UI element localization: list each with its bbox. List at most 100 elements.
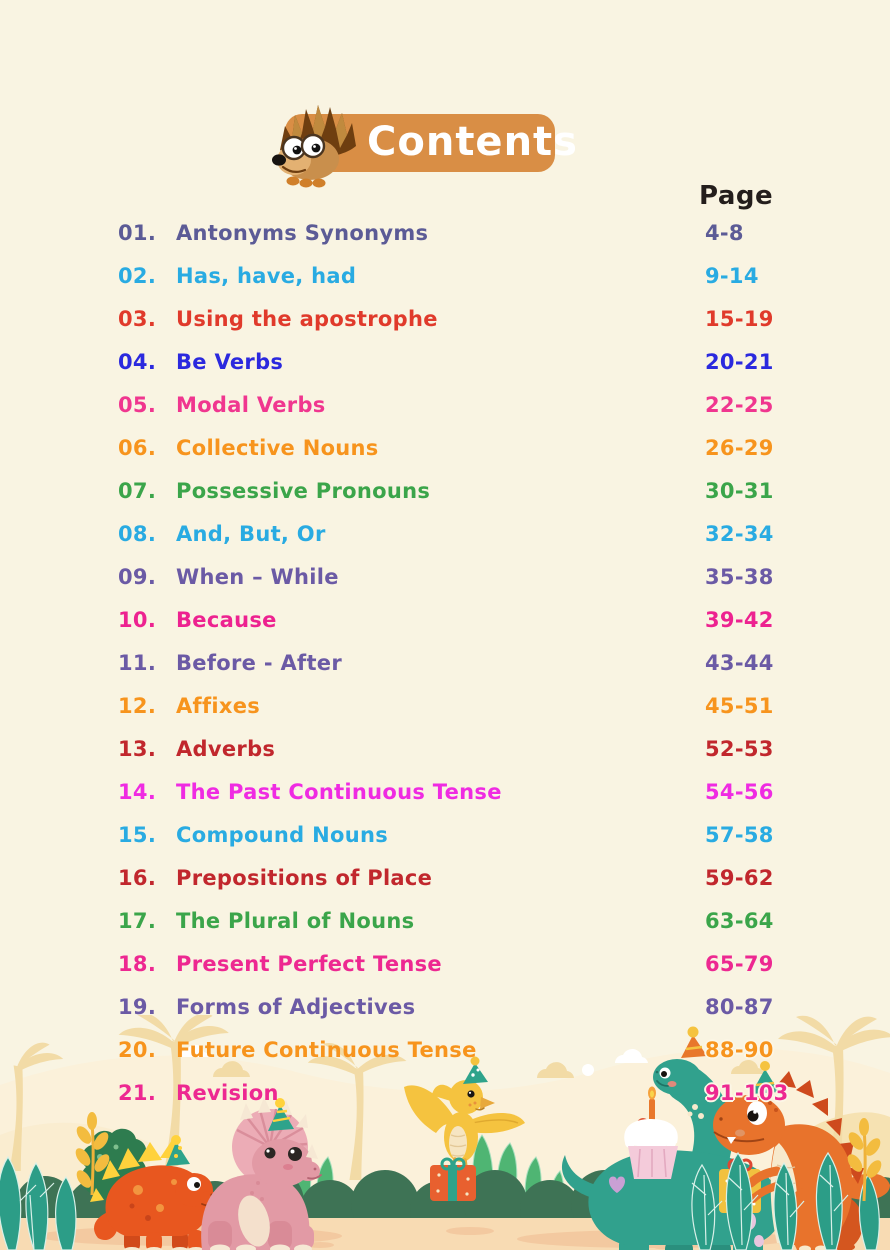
toc-number: 20. [118,1037,157,1062]
toc-pages: 91-103 [705,1080,789,1105]
toc-title: Antonyms Synonyms [176,220,429,245]
toc-pages: 57-58 [705,822,774,847]
hedgehog-mascot-icon [272,105,356,188]
toc-pages: 43-44 [705,650,774,675]
toc-title: And, But, Or [176,521,326,546]
toc-number: 03. [118,306,157,331]
toc-list: 01. Antonyms Synonyms 4-8 02. Has, have, had… [0,211,890,1114]
stegosaurus [90,1135,218,1250]
toc-number: 16. [118,865,157,890]
toc-row: 03. Using the apostrophe 15-19 [0,297,890,340]
toc-pages: 20-21 [705,349,774,374]
toc-title: Has, have, had [176,263,357,288]
party-hat [681,1026,707,1058]
toc-pages: 4-8 [705,220,744,245]
toc-number: 19. [118,994,157,1019]
toc-pages: 65-79 [705,951,774,976]
toc-pages: 22-25 [705,392,774,417]
toc-number: 09. [118,564,157,589]
toc-row: 11. Before - After 43-44 [0,641,890,684]
toc-pages: 59-62 [705,865,774,890]
toc-row: 14. The Past Continuous Tense 54-56 [0,770,890,813]
toc-title: Present Perfect Tense [176,951,442,976]
toc-title: Adverbs [176,736,276,761]
toc-number: 13. [118,736,157,761]
toc-title: Because [176,607,277,632]
toc-pages: 63-64 [705,908,774,933]
toc-pages: 35-38 [705,564,774,589]
toc-number: 05. [118,392,157,417]
toc-row: 15. Compound Nouns 57-58 [0,813,890,856]
toc-pages: 88-90 [705,1037,774,1062]
toc-title: When – While [176,564,339,589]
toc-row: 01. Antonyms Synonyms 4-8 [0,211,890,254]
toc-title: The Past Continuous Tense [176,779,502,804]
toc-title: The Plural of Nouns [176,908,415,933]
toc-row: 17. The Plural of Nouns 63-64 [0,899,890,942]
toc-row: 12. Affixes 45-51 [0,684,890,727]
toc-number: 11. [118,650,157,675]
toc-number: 14. [118,779,157,804]
toc-row: 07. Possessive Pronouns 30-31 [0,469,890,512]
toc-pages: 45-51 [705,693,774,718]
toc-number: 01. [118,220,157,245]
toc-title: Revision [176,1080,279,1105]
page-column-header: Page [699,181,774,211]
toc-number: 12. [118,693,157,718]
toc-number: 15. [118,822,157,847]
toc-title: Modal Verbs [176,392,326,417]
toc-row: 10. Because 39-42 [0,598,890,641]
dinosaur-party-illustration [0,1015,890,1250]
toc-number: 08. [118,521,157,546]
toc-row: 09. When – While 35-38 [0,555,890,598]
toc-row: 08. And, But, Or 32-34 [0,512,890,555]
party-hat [268,1098,294,1131]
party-hat [463,1056,488,1084]
toc-row: 06. Collective Nouns 26-29 [0,426,890,469]
toc-title: Forms of Adjectives [176,994,416,1019]
heart-marking [609,1176,625,1193]
toc-pages: 26-29 [705,435,774,460]
pterodactyl [404,1056,525,1201]
teal-leaf-plant [691,1151,880,1250]
toc-title: Affixes [176,693,261,718]
toc-title: Be Verbs [176,349,284,374]
palm-tree-silhouette [9,1015,890,1187]
toc-row: 05. Modal Verbs 22-25 [0,383,890,426]
toc-row: 20. Future Continuous Tense 88-90 [0,1028,890,1071]
toc-pages: 9-14 [705,263,759,288]
toc-title: Using the apostrophe [176,306,438,331]
toc-pages: 52-53 [705,736,774,761]
yellow-branch [847,1118,882,1202]
toc-pages: 39-42 [705,607,774,632]
toc-number: 10. [118,607,157,632]
page-title: Contents [367,119,578,165]
party-hat [166,1135,190,1166]
toc-title: Collective Nouns [176,435,379,460]
teal-leaf-plant [0,1155,77,1250]
toc-pages: 80-87 [705,994,774,1019]
toc-number: 04. [118,349,157,374]
toc-title: Before - After [176,650,342,675]
toc-number: 02. [118,263,157,288]
toc-number: 17. [118,908,157,933]
toc-title: Future Continuous Tense [176,1037,477,1062]
toc-pages: 30-31 [705,478,774,503]
toc-pages: 54-56 [705,779,774,804]
toc-pages: 32-34 [705,521,774,546]
toc-number: 06. [118,435,157,460]
cloud [180,1044,764,1078]
gift-box-orange [430,1157,476,1201]
toc-title: Prepositions of Place [176,865,433,890]
toc-number: 21. [118,1080,157,1105]
toc-row: 13. Adverbs 52-53 [0,727,890,770]
toc-row: 16. Prepositions of Place 59-62 [0,856,890,899]
toc-pages: 15-19 [705,306,774,331]
toc-row: 02. Has, have, had 9-14 [0,254,890,297]
toc-row: 21. Revision 91-103 [0,1071,890,1114]
cupcake [624,1086,678,1179]
yellow-branch [75,1112,110,1196]
party-hat [751,1061,779,1094]
toc-number: 18. [118,951,157,976]
toc-title: Compound Nouns [176,822,389,847]
